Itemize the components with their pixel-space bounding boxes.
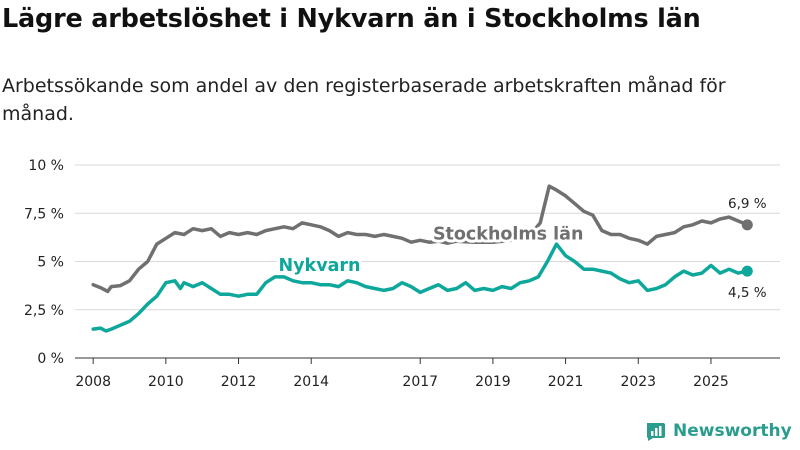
y-axis-ticks: 0 % 2,5 % 5 % 7,5 % 10 % bbox=[24, 158, 64, 367]
y-tick-label: 5 % bbox=[37, 255, 64, 271]
x-tick-label: 2021 bbox=[548, 374, 584, 390]
newsworthy-logo[interactable]: Newsworthy bbox=[645, 420, 792, 442]
x-tick-label: 2019 bbox=[475, 374, 511, 390]
y-tick-label: 0 % bbox=[37, 351, 64, 367]
series-line-stockholms-lan bbox=[91, 184, 750, 294]
x-tick-label: 2023 bbox=[620, 374, 656, 390]
label-nykvarn: Nykvarn bbox=[279, 256, 361, 276]
newsworthy-logo-text: Newsworthy bbox=[673, 421, 792, 441]
y-tick-label: 2,5 % bbox=[24, 303, 64, 319]
x-axis: 2008 2010 2012 2014 2017 2019 2021 2023 2025 bbox=[75, 357, 780, 390]
label-stockholms-lan: Stockholms län bbox=[433, 224, 584, 244]
newsworthy-logo-icon bbox=[647, 423, 665, 441]
series-labels: 6,9 % 4,5 % Stockholms län Nykvarn bbox=[276, 196, 767, 301]
x-tick-label: 2008 bbox=[75, 374, 111, 390]
series-end-dot bbox=[741, 219, 753, 231]
y-tick-label: 10 % bbox=[28, 158, 64, 174]
series-end-dot bbox=[741, 265, 753, 277]
x-tick-label: 2017 bbox=[402, 374, 438, 390]
series-lines bbox=[91, 184, 753, 333]
chart-title: Lägre arbetslöshet i Nykvarn än i Stockh… bbox=[2, 4, 701, 34]
x-tick-label: 2025 bbox=[693, 374, 729, 390]
y-tick-label: 7,5 % bbox=[24, 206, 64, 222]
x-tick-label: 2014 bbox=[293, 374, 329, 390]
x-tick-label: 2010 bbox=[148, 374, 184, 390]
gridlines bbox=[75, 164, 780, 311]
x-tick-label: 2012 bbox=[221, 374, 257, 390]
chart-subtitle: Arbetssökande som andel av den registerb… bbox=[2, 75, 726, 125]
series-end-value: 6,9 % bbox=[728, 196, 767, 212]
series-line-nykvarn bbox=[91, 242, 750, 333]
series-end-value: 4,5 % bbox=[728, 285, 767, 301]
